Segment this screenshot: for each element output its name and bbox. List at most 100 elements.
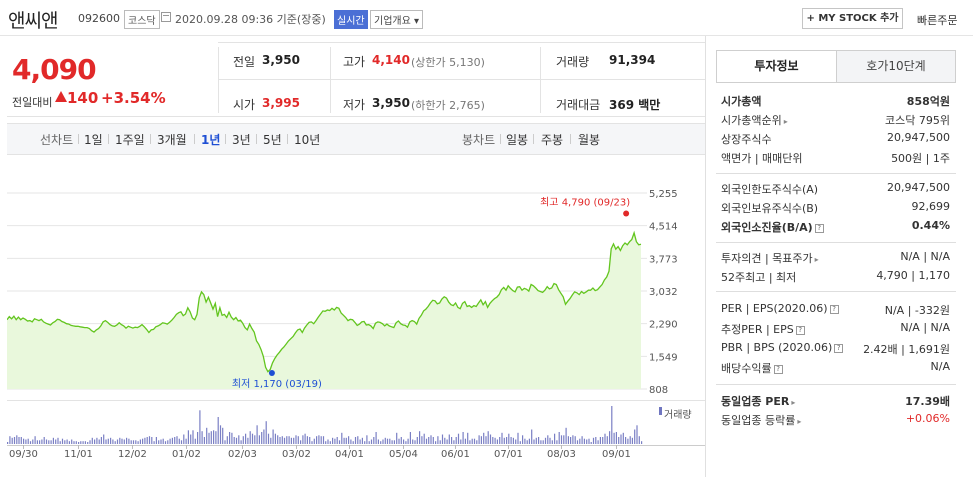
amount-label: 거래대금 (556, 98, 601, 112)
volume-bar (160, 439, 162, 444)
add-mystock-button[interactable]: + MY STOCK 추가 (802, 8, 903, 29)
volume-bar (380, 441, 382, 444)
volume-bar (98, 439, 100, 444)
calendar-icon (161, 12, 171, 22)
volume-bar (622, 432, 624, 444)
volume-bar (361, 437, 363, 444)
divider (194, 134, 195, 144)
volume-bar (222, 427, 224, 444)
volume-bar (304, 433, 306, 444)
high-label: 고가 (343, 55, 366, 69)
volume-bar (499, 437, 501, 444)
price-chart[interactable]: 5,255 4,514 3,773 3,032 2,290 1,549 808 최고 4,7… (7, 175, 703, 399)
volume-bar (457, 433, 460, 444)
candle-weekly[interactable]: 주봉 (541, 133, 564, 147)
volume-bar (398, 438, 400, 444)
period-3m[interactable]: 3개월 (157, 133, 187, 147)
volume-bar (64, 440, 66, 444)
volume-bar (421, 436, 423, 444)
timestamp: 2020.09.28 09:36 기준(장중) (175, 13, 326, 26)
volume-bar (451, 437, 453, 444)
candle-chart-label: 봉차트 (462, 133, 496, 147)
y-tick-label: 808 (649, 385, 668, 396)
info-row: PBR | BPS (2020.06)? 2.42배 | 1,691원 (721, 341, 950, 356)
period-1d[interactable]: 1일 (84, 133, 103, 147)
volume-bar (576, 440, 579, 444)
divider (7, 116, 705, 117)
chevron-right-icon[interactable]: ▸ (814, 255, 819, 264)
divider (287, 134, 288, 144)
volume-bar (105, 439, 107, 444)
volume-bar (574, 436, 576, 444)
volume-bar (178, 438, 180, 444)
period-3y[interactable]: 3년 (232, 133, 251, 147)
y-tick-label: 4,514 (649, 222, 678, 233)
divider (330, 47, 331, 113)
help-icon[interactable]: ? (834, 344, 844, 353)
help-icon[interactable]: ? (773, 365, 783, 374)
divider (716, 242, 956, 243)
volume-bar (103, 434, 105, 444)
divider (716, 173, 956, 174)
volume-bar (288, 436, 290, 444)
candle-monthly[interactable]: 월봉 (578, 133, 601, 147)
tab-investment-info[interactable]: 투자정보 (716, 50, 837, 83)
help-icon[interactable]: ? (814, 224, 824, 233)
volume-bar (279, 437, 281, 444)
volume-bar (336, 437, 338, 444)
volume-bar (80, 441, 82, 444)
chevron-right-icon[interactable]: ▸ (797, 417, 802, 426)
high-marker (623, 210, 630, 217)
x-tick-label: 03/02 (282, 449, 311, 460)
x-tick (403, 445, 404, 449)
volume-bar (462, 432, 464, 444)
volume-bar (485, 436, 487, 444)
volume-bar (146, 437, 148, 444)
volume-bar (501, 432, 503, 444)
period-1y[interactable]: 1년 (201, 133, 221, 147)
company-info-dropdown[interactable]: 기업개요 ▾ (370, 10, 424, 29)
volume-bar (199, 410, 201, 444)
x-tick (508, 445, 509, 449)
volume-bar (277, 435, 279, 444)
help-icon[interactable]: ? (829, 305, 839, 314)
y-tick-label: 1,549 (649, 352, 678, 363)
quick-order-link[interactable]: 빠른주문 (917, 14, 958, 27)
volume-bar (171, 437, 173, 444)
help-icon[interactable]: ? (795, 326, 805, 335)
volume-bar (524, 438, 526, 444)
tab-orderbook[interactable]: 호가10단계 (836, 50, 956, 83)
info-panel (705, 36, 973, 477)
candle-daily[interactable]: 일봉 (506, 133, 529, 147)
volume-bar (82, 441, 84, 444)
divider (7, 400, 705, 401)
volume-bar (572, 435, 574, 444)
volume-bar (599, 437, 601, 444)
volume-bar (375, 432, 377, 444)
chevron-right-icon[interactable]: ▸ (791, 398, 796, 407)
volume-bar (39, 440, 41, 444)
x-tick (132, 445, 133, 449)
volume-bar (316, 436, 318, 444)
period-10y[interactable]: 10년 (294, 133, 321, 147)
x-tick-label: 07/01 (494, 449, 523, 460)
volume-bar (224, 440, 226, 444)
volume-bar (597, 440, 599, 444)
volume-bar (185, 438, 187, 444)
volume-bar (197, 432, 199, 444)
chevron-right-icon[interactable]: ▸ (783, 117, 788, 126)
volume-bar (192, 430, 194, 444)
low-value: 3,950 (372, 96, 410, 110)
period-5y[interactable]: 5년 (263, 133, 282, 147)
info-row: 외국인소진율(B/A)? 0.44% (721, 219, 950, 235)
volume-bar (297, 436, 299, 444)
volume-bar (100, 437, 102, 444)
volume-bar (508, 433, 510, 444)
period-1w[interactable]: 1주일 (115, 133, 145, 147)
realtime-badge[interactable]: 실시간 (334, 10, 368, 29)
volume-bar (556, 440, 558, 444)
volume-bar (132, 440, 135, 444)
volume-bar (467, 432, 469, 444)
volume-bar (240, 440, 242, 444)
volume-bar (148, 436, 151, 444)
